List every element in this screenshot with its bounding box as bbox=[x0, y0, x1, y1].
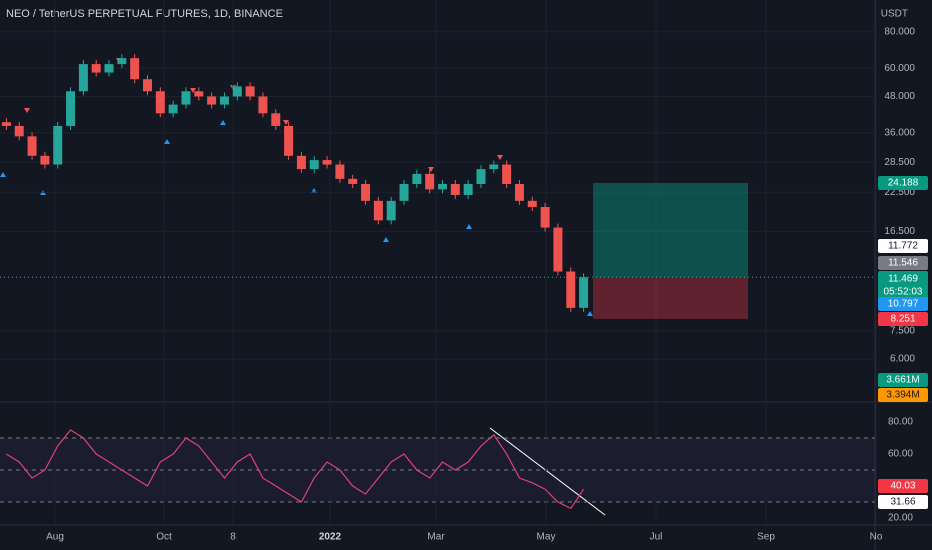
candle bbox=[53, 125, 63, 165]
price-badge bbox=[878, 271, 928, 299]
candle bbox=[322, 160, 332, 165]
price-badge bbox=[878, 388, 928, 402]
y-tick-label: 16.500 bbox=[884, 226, 915, 237]
price-badge-label: 11.546 bbox=[888, 258, 918, 269]
candle bbox=[566, 271, 576, 308]
candle bbox=[194, 91, 204, 97]
candle bbox=[399, 183, 409, 201]
candle bbox=[155, 91, 165, 114]
candle bbox=[1, 122, 11, 126]
price-badge-label: 8.251 bbox=[890, 314, 915, 325]
price-badge bbox=[878, 312, 928, 326]
candle bbox=[91, 64, 101, 73]
candle bbox=[463, 183, 473, 195]
price-badge bbox=[878, 176, 928, 190]
x-tick-label: Mar bbox=[427, 532, 445, 543]
target-zone bbox=[593, 183, 748, 278]
y-tick-label: 60.000 bbox=[884, 63, 915, 74]
candle bbox=[14, 125, 24, 137]
candle bbox=[130, 58, 140, 80]
candle bbox=[489, 164, 499, 170]
candle bbox=[284, 125, 294, 156]
candle bbox=[258, 96, 268, 114]
x-tick-label: 8 bbox=[230, 532, 236, 543]
currency: USDT bbox=[881, 9, 908, 20]
candle bbox=[296, 155, 306, 170]
rsi-tick-label: 80.00 bbox=[888, 417, 913, 428]
y-tick-label: 6.000 bbox=[890, 354, 915, 365]
candle bbox=[309, 160, 319, 170]
x-tick-label: Oct bbox=[156, 532, 172, 543]
candle bbox=[476, 169, 486, 184]
x-tick-label: 2022 bbox=[319, 532, 342, 543]
price-badge-label: 31.66 bbox=[890, 497, 915, 508]
y-tick-label: 22.500 bbox=[884, 187, 915, 198]
candle bbox=[207, 96, 217, 105]
y-tick-label: 48.000 bbox=[884, 91, 915, 102]
x-tick-label: May bbox=[537, 532, 556, 543]
chart-title: NEO / TetherUS PERPETUAL FUTURES, 1D, BI… bbox=[6, 8, 283, 20]
price-badge-label: 40.03 bbox=[890, 481, 915, 492]
candle bbox=[66, 91, 76, 126]
candle bbox=[78, 64, 88, 92]
rsi-tick-label: 60.00 bbox=[888, 449, 913, 460]
trend-line bbox=[489, 427, 606, 516]
price-badge-label: 3.394M bbox=[886, 390, 919, 401]
candle bbox=[27, 136, 37, 156]
price-badge-label: 11.772 bbox=[888, 241, 918, 252]
candle bbox=[412, 173, 422, 184]
candle bbox=[104, 64, 114, 73]
rsi-tick-label: 20.00 bbox=[888, 513, 913, 524]
candle bbox=[425, 173, 435, 190]
y-tick-label: 28.500 bbox=[884, 157, 915, 168]
candle bbox=[361, 183, 371, 201]
price-badge bbox=[878, 373, 928, 387]
stop-zone bbox=[593, 277, 748, 319]
price-badge-label: 24.188 bbox=[888, 178, 919, 189]
x-tick-label: No bbox=[870, 532, 883, 543]
candle bbox=[514, 183, 524, 201]
candle bbox=[245, 86, 255, 97]
y-tick-label: 7.500 bbox=[890, 326, 915, 337]
candle bbox=[553, 227, 563, 272]
candle bbox=[271, 113, 281, 126]
candle bbox=[438, 183, 447, 190]
candle bbox=[335, 164, 345, 179]
candle bbox=[219, 96, 229, 105]
candle bbox=[579, 277, 589, 308]
candle bbox=[181, 91, 191, 105]
candle bbox=[168, 104, 178, 114]
y-tick-label: 80.000 bbox=[884, 27, 915, 38]
price-badge bbox=[878, 239, 928, 253]
x-tick-label: Jul bbox=[650, 532, 663, 543]
y-tick-label: 36.000 bbox=[884, 127, 915, 138]
candle bbox=[143, 79, 152, 92]
price-badge bbox=[878, 495, 928, 509]
countdown: 05:52:03 bbox=[884, 287, 923, 298]
x-tick-label: Aug bbox=[46, 532, 64, 543]
candle bbox=[117, 58, 127, 65]
candle bbox=[527, 200, 537, 208]
price-badge-label: 11.469 bbox=[888, 274, 918, 285]
candle bbox=[502, 164, 512, 184]
candle bbox=[348, 178, 358, 184]
price-badge-label: 10.797 bbox=[888, 299, 919, 310]
price-badge bbox=[878, 256, 928, 270]
candle bbox=[450, 183, 460, 195]
x-tick-label: Sep bbox=[757, 532, 775, 543]
rsi-line bbox=[6, 429, 585, 510]
candle bbox=[373, 200, 383, 221]
candle bbox=[232, 86, 242, 97]
candle bbox=[40, 155, 50, 165]
candle bbox=[386, 200, 396, 221]
price-badge bbox=[878, 479, 928, 493]
price-badge bbox=[878, 297, 928, 311]
price-badge-label: 3.661M bbox=[886, 375, 919, 386]
candle bbox=[540, 207, 550, 228]
